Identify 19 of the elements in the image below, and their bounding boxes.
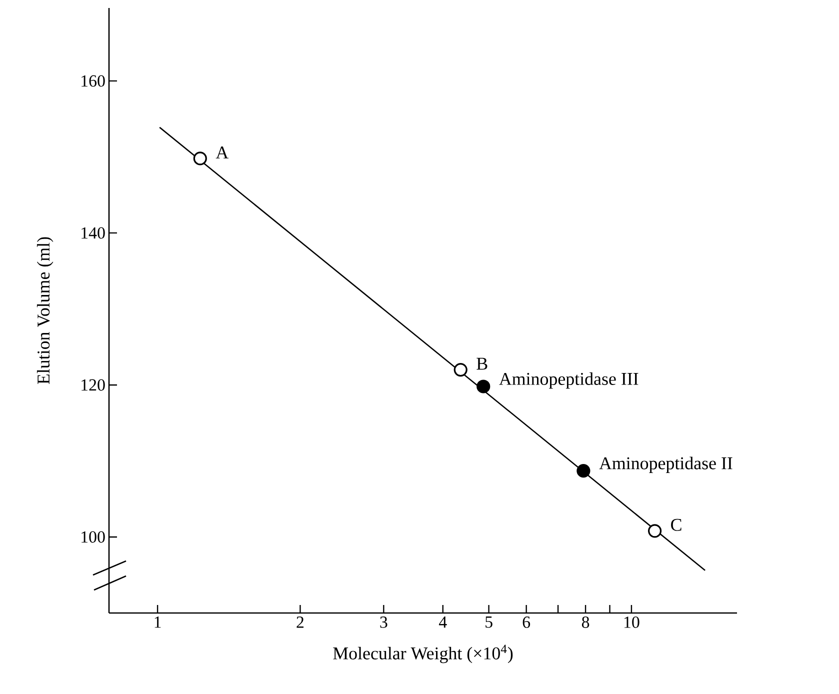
annotation: Aminopeptidase II (599, 456, 732, 473)
x-tick-label: 4 (438, 616, 447, 628)
x-tick-label: 5 (486, 616, 492, 628)
x-tick-label: 10 (624, 616, 640, 628)
annotation: A (216, 146, 229, 158)
annotation: Aminopeptidase III (499, 372, 638, 389)
x-tick-label: 3 (380, 616, 388, 628)
x-tick-label: 6 (522, 616, 530, 628)
y-axis-title: Elution Volume (ml) (36, 237, 54, 384)
y-tick-label: 120 (82, 379, 105, 391)
x-tick-label: 8 (582, 616, 590, 628)
x-axis-title: Molecular Weight (×10$^{4}$) (333, 644, 513, 664)
y-tick-label: 100 (82, 531, 105, 543)
annotation: C (671, 518, 682, 531)
y-tick-label: 140 (82, 227, 105, 239)
x-tick-label: 1 (154, 616, 161, 628)
x-tick-label: 2 (296, 616, 304, 628)
annotation: B (476, 358, 488, 370)
y-tick-label: 160 (82, 75, 105, 87)
